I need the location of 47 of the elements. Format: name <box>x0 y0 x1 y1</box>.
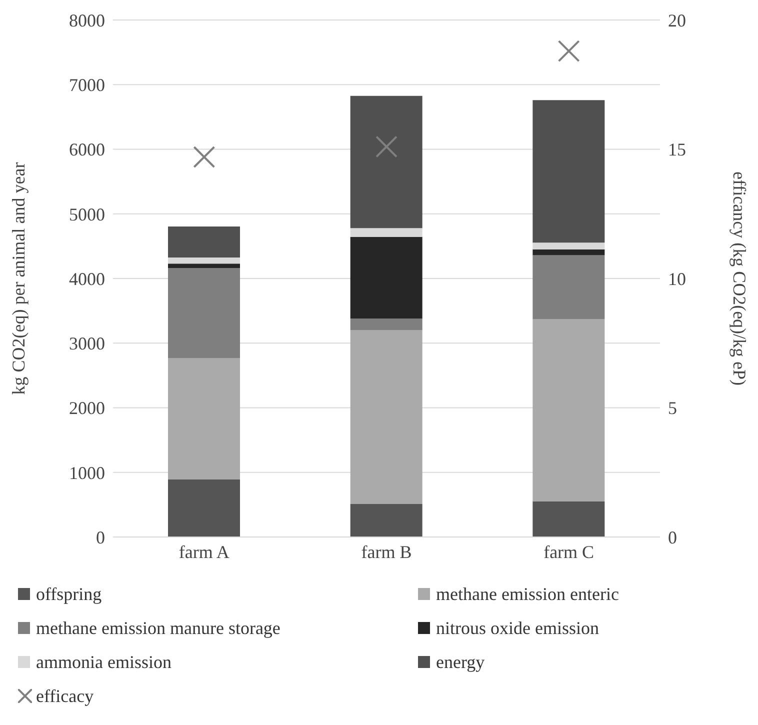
x-tick-label: farm A <box>178 542 230 562</box>
y-tick-label: 8000 <box>69 10 105 30</box>
x-tick-label: farm B <box>361 542 412 562</box>
legend-label: efficacy <box>36 686 94 706</box>
y-tick-label: 5000 <box>69 204 105 224</box>
bar <box>350 330 422 504</box>
bar <box>350 318 422 330</box>
bar <box>350 228 422 237</box>
bar <box>350 236 422 319</box>
legend-label: offspring <box>36 584 102 604</box>
bar <box>168 358 240 480</box>
legend-label: ammonia emission <box>36 652 172 672</box>
bar <box>350 504 422 537</box>
bar <box>532 501 605 537</box>
bar <box>168 268 240 358</box>
bar <box>532 100 605 243</box>
y-tick-label: 6000 <box>69 140 105 160</box>
legend-label: methane emission enteric <box>436 584 619 604</box>
bar <box>168 479 240 537</box>
x-tick-label: farm C <box>544 542 594 562</box>
point <box>376 136 398 158</box>
legend-label: nitrous oxide emission <box>436 618 599 638</box>
bar <box>168 264 240 268</box>
legend-label: energy <box>436 652 485 672</box>
bar <box>532 242 605 250</box>
point <box>193 146 216 168</box>
y2-tick-label: 5 <box>668 398 677 418</box>
y-axis-title: kg CO2(eq) per animal and year <box>8 162 28 395</box>
y2-tick-label: 20 <box>668 10 686 30</box>
bar <box>532 319 605 502</box>
y-tick-label: 0 <box>96 527 105 548</box>
bar <box>532 249 605 256</box>
y-tick-label: 1000 <box>69 462 105 483</box>
bar <box>168 257 240 264</box>
bar <box>168 226 240 258</box>
point <box>558 40 580 62</box>
y2-tick-label: 10 <box>668 268 686 289</box>
bar <box>350 96 422 228</box>
y-tick-label: 4000 <box>69 268 105 289</box>
y-tick-label: 2000 <box>69 398 105 418</box>
bar <box>532 255 605 320</box>
y2-tick-label: 15 <box>668 140 686 160</box>
y2-axis-title: efficancy (kg CO2(eq)/kg eP) <box>730 171 750 386</box>
y-tick-label: 3000 <box>69 334 105 354</box>
y-tick-label: 7000 <box>69 75 105 96</box>
legend-label: methane emission manure storage <box>36 618 280 638</box>
y2-tick-label: 0 <box>668 527 677 548</box>
